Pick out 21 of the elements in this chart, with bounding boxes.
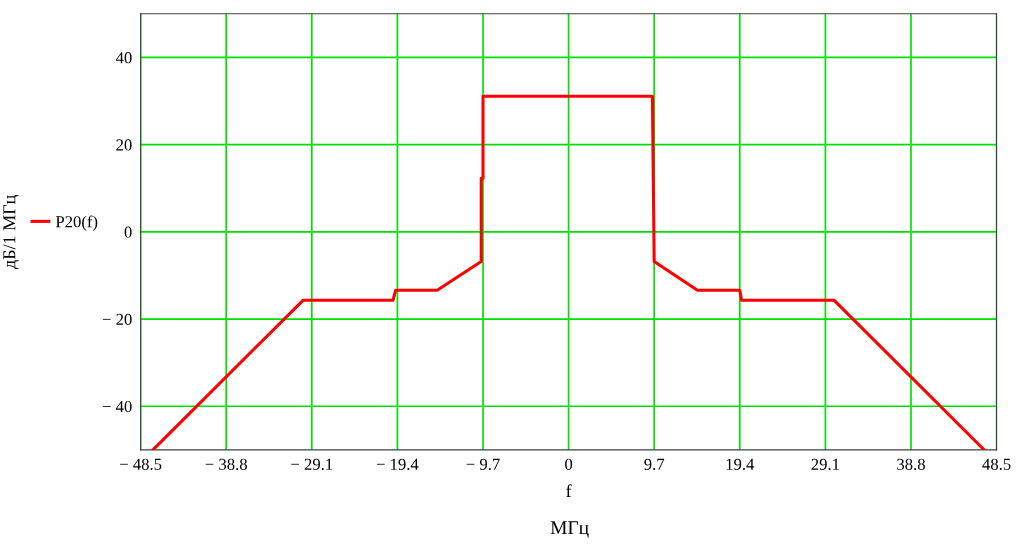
y-tick-label: 20	[116, 139, 132, 151]
x-tick-label: − 29.1	[291, 458, 333, 471]
text: МГц	[550, 521, 589, 538]
x-tick-label: 19.4	[726, 458, 755, 471]
x-tick-label: 9.7	[644, 458, 665, 471]
x-tick-label: 38.8	[897, 458, 925, 471]
y-tick-label: − 20	[102, 313, 132, 325]
x-tick-label: − 48.5	[120, 458, 162, 471]
x-tick-label: 48.5	[982, 458, 1011, 471]
x-tick-label: 29.1	[811, 458, 839, 471]
y-axis-title: дБ/1 МГц	[3, 195, 19, 269]
x-tick-label: 0	[565, 458, 573, 470]
y-tick-label: 40	[115, 52, 132, 64]
x-tick-label: − 9.7	[466, 458, 500, 471]
x-axis-title: f	[566, 484, 572, 497]
legend-label: P20(f)	[55, 215, 98, 231]
line-series	[151, 94, 986, 450]
y-tick-label: 0	[124, 226, 132, 238]
y-tick-label: − 40	[102, 400, 132, 413]
x-tick-label: − 19.4	[376, 458, 419, 471]
x-tick-label: − 38.8	[205, 458, 247, 471]
